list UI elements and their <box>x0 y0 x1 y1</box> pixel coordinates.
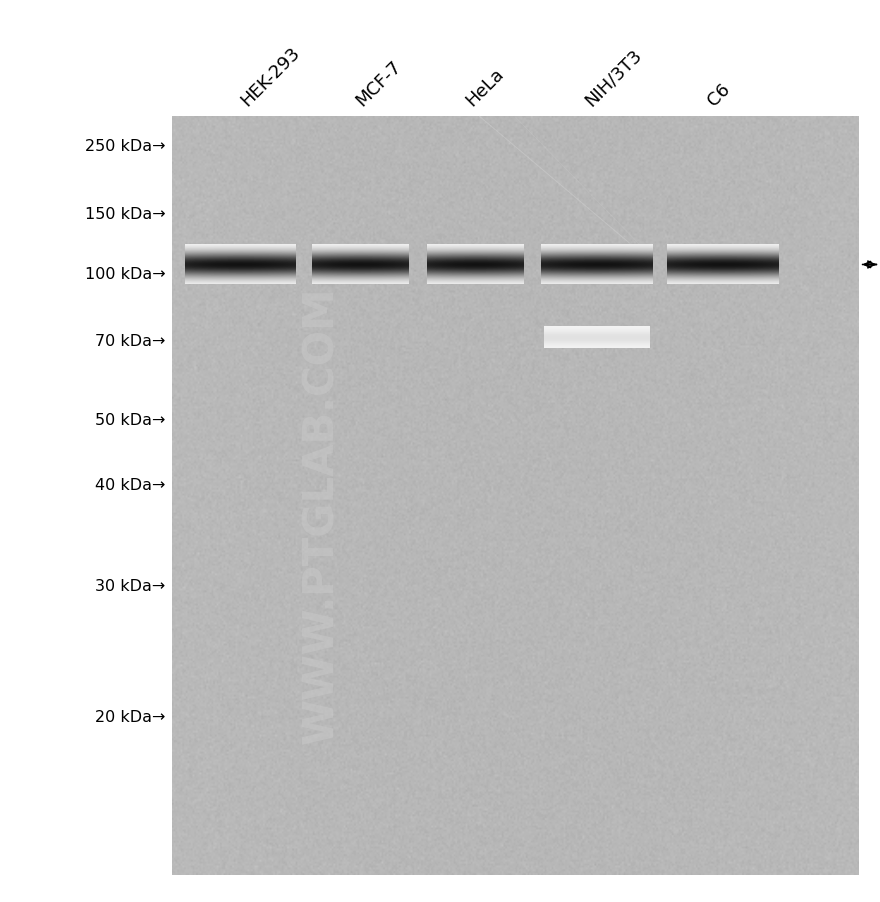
Text: WWW.PTGLAB.COM: WWW.PTGLAB.COM <box>300 286 342 742</box>
Text: HeLa: HeLa <box>462 65 507 110</box>
Text: 100 kDa→: 100 kDa→ <box>84 267 165 281</box>
Text: 70 kDa→: 70 kDa→ <box>95 334 165 348</box>
Text: 150 kDa→: 150 kDa→ <box>84 207 165 222</box>
Text: HEK-293: HEK-293 <box>238 44 304 110</box>
Text: 30 kDa→: 30 kDa→ <box>95 579 165 594</box>
Text: MCF-7: MCF-7 <box>352 58 405 110</box>
Text: 20 kDa→: 20 kDa→ <box>95 710 165 724</box>
Text: 40 kDa→: 40 kDa→ <box>95 478 165 492</box>
Text: NIH/3T3: NIH/3T3 <box>581 46 645 110</box>
Text: 250 kDa→: 250 kDa→ <box>85 139 165 153</box>
Text: C6: C6 <box>704 80 734 110</box>
Text: 50 kDa→: 50 kDa→ <box>95 413 165 428</box>
